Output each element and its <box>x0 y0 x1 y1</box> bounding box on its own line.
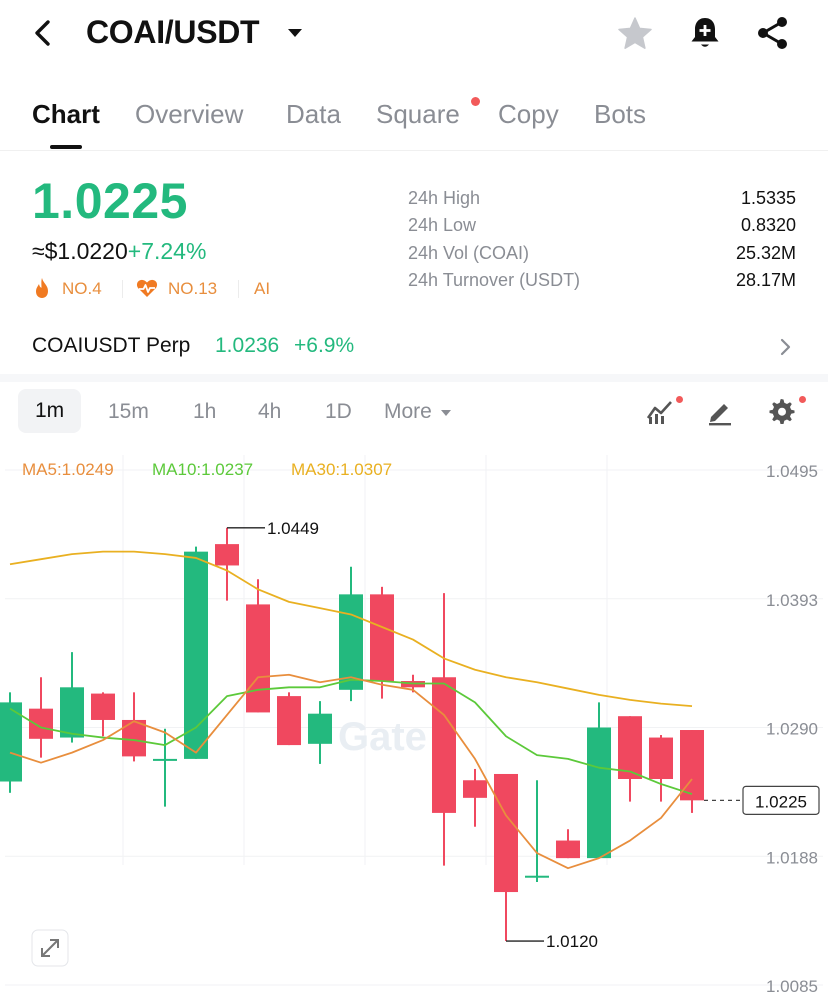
candle-body <box>277 696 301 746</box>
pair-title[interactable]: COAI/USDT <box>86 14 260 50</box>
last-price-tag <box>742 785 820 815</box>
candle-body <box>215 544 239 566</box>
timeframe-bar: 1m 15m 1h 4h 1D More <box>0 384 828 440</box>
heart-pulse-icon <box>136 279 158 297</box>
change-percent: +7.24% <box>127 238 207 264</box>
candlestick-chart[interactable]: Gate MA5:1.0249 MA10:1.0237 MA30:1.0307 … <box>0 450 828 998</box>
perp-name: COAIUSDT Perp <box>32 334 191 357</box>
last-price: 1.0225 <box>32 173 188 229</box>
timeframe-1m[interactable]: 1m <box>18 389 82 433</box>
ma5-line <box>9 673 693 870</box>
flame-icon <box>36 278 48 298</box>
perp-price: 1.0236 <box>215 334 280 357</box>
timeframe-1h[interactable]: 1h <box>193 400 217 423</box>
last-price-tag-label: 1.0225 <box>755 792 807 811</box>
y-tick-label: 1.0188 <box>766 848 818 867</box>
settings-dot <box>799 396 806 403</box>
ma-lines <box>9 550 693 870</box>
perp-link-row[interactable]: COAIUSDT Perp 1.0236 +6.9% <box>0 320 828 382</box>
chevron-right-icon[interactable] <box>776 335 796 359</box>
chart-annotations: 1.0449 1.0120 1.0225 <box>227 519 820 951</box>
candle-body <box>29 708 53 739</box>
candle-body <box>618 716 642 779</box>
candle-body <box>432 677 456 813</box>
candle-body <box>339 594 363 690</box>
star-icon[interactable] <box>616 15 654 53</box>
usd-approx-price: ≈$1.0220 <box>32 238 128 264</box>
candle-body <box>649 737 673 779</box>
candle-body <box>91 693 115 720</box>
back-arrow-icon[interactable] <box>26 16 60 50</box>
rank-hot[interactable]: NO.4 <box>62 279 102 298</box>
gate-watermark: Gate <box>338 715 427 759</box>
y-axis-labels: 1.0495 1.0393 1.0290 1.0188 1.0085 <box>766 462 818 996</box>
tab-square[interactable]: Square <box>376 99 460 129</box>
candle-body <box>587 727 611 859</box>
tab-overview[interactable]: Overview <box>135 99 244 129</box>
ai-tag[interactable]: AI <box>254 279 271 298</box>
high-price-label: 1.0449 <box>267 519 319 538</box>
tab-chart[interactable]: Chart <box>32 99 100 129</box>
stat-value-low: 0.8320 <box>740 215 796 235</box>
y-tick-label: 1.0085 <box>766 977 818 996</box>
rank-trending[interactable]: NO.13 <box>168 279 218 298</box>
main-tabs: Chart Overview Data Square Copy Bots <box>0 88 828 151</box>
candle-body <box>463 780 487 798</box>
stat-label-turnover: 24h Turnover (USDT) <box>408 270 581 290</box>
rank-divider <box>122 280 123 298</box>
ma30-line <box>9 550 693 708</box>
tab-bots[interactable]: Bots <box>594 99 647 129</box>
indicators-dot <box>676 396 683 403</box>
stat-label-high: 24h High <box>408 188 481 208</box>
candle-body <box>60 687 84 738</box>
candle-body <box>370 594 394 682</box>
caret-down-icon[interactable] <box>286 26 304 40</box>
rank-divider <box>238 280 239 298</box>
y-tick-label: 1.0495 <box>766 462 818 481</box>
y-tick-label: 1.0290 <box>766 720 818 739</box>
expand-icon <box>41 939 59 957</box>
chart-svg[interactable]: Gate MA5:1.0249 MA10:1.0237 MA30:1.0307 … <box>0 450 828 998</box>
share-icon[interactable] <box>754 14 792 52</box>
candle-body <box>184 551 208 759</box>
candle-body <box>308 713 332 744</box>
y-tick-label: 1.0393 <box>766 591 818 610</box>
draw-pencil-icon[interactable] <box>705 396 735 426</box>
bell-plus-icon[interactable] <box>686 14 724 52</box>
candle-body <box>246 604 270 713</box>
timeframe-15m[interactable]: 15m <box>108 400 149 423</box>
perp-change: +6.9% <box>294 334 355 357</box>
tab-data[interactable]: Data <box>286 99 341 129</box>
timeframe-4h[interactable]: 4h <box>258 400 282 423</box>
timeframe-more[interactable]: More <box>384 400 452 424</box>
stat-value-vol: 25.32M <box>735 243 796 263</box>
candle-body <box>0 702 22 782</box>
indicators-icon[interactable] <box>645 396 675 426</box>
stat-value-turnover: 28.17M <box>735 270 796 290</box>
ma-legend: MA5:1.0249 MA10:1.0237 MA30:1.0307 <box>22 460 392 479</box>
fullscreen-button[interactable] <box>31 929 69 967</box>
caret-down-icon <box>440 410 451 416</box>
usd-price-line: ≈$1.0220+7.24% <box>32 238 206 265</box>
low-price-label: 1.0120 <box>546 932 598 951</box>
top-bar: COAI/USDT <box>0 0 828 70</box>
timeframe-1d[interactable]: 1D <box>325 400 352 423</box>
ma5-label: MA5:1.0249 <box>22 460 114 479</box>
candle-body <box>153 758 177 761</box>
stat-label-low: 24h Low <box>408 215 477 235</box>
square-notification-dot <box>471 97 480 106</box>
settings-gear-icon[interactable] <box>766 396 796 426</box>
candle-body <box>525 875 549 878</box>
candles <box>0 527 704 942</box>
tab-copy[interactable]: Copy <box>498 99 559 129</box>
ma10-line <box>9 678 693 795</box>
candle-body <box>494 773 518 893</box>
stat-label-vol: 24h Vol (COAI) <box>408 243 530 263</box>
candle-body <box>556 840 580 859</box>
active-tab-indicator <box>50 145 82 149</box>
more-label: More <box>384 400 432 423</box>
ma10-label: MA10:1.0237 <box>152 460 253 479</box>
ma30-label: MA30:1.0307 <box>291 460 392 479</box>
stat-value-high: 1.5335 <box>740 188 796 208</box>
